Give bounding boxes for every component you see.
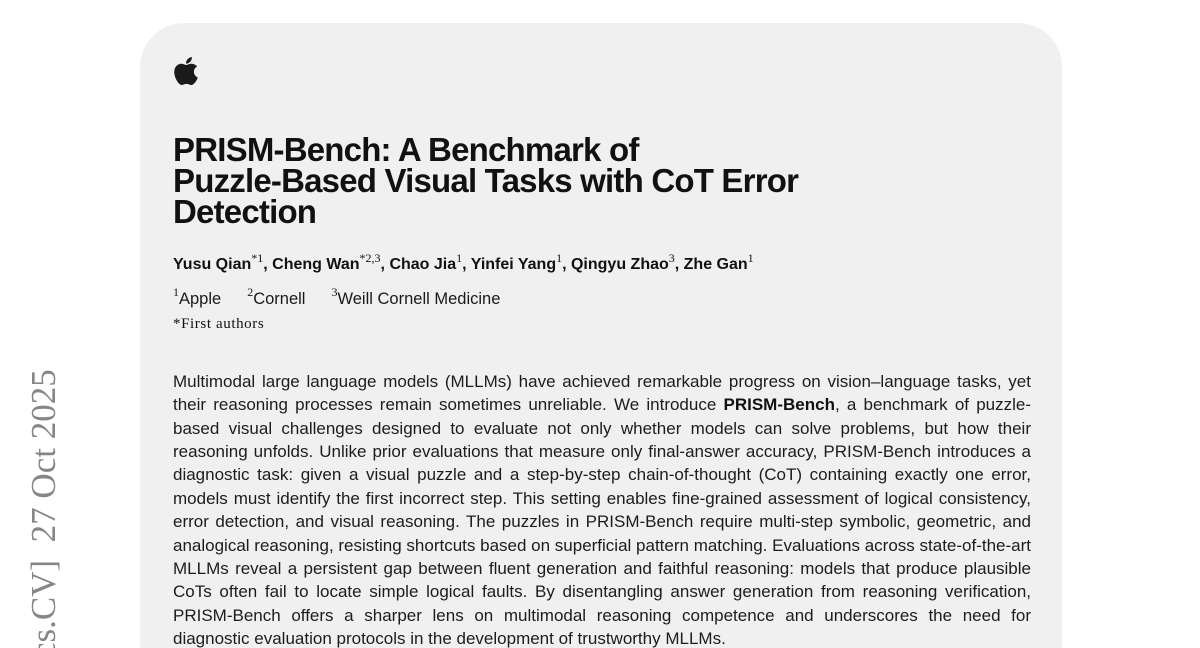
paper-title: PRISM-Bench: A Benchmark of Puzzle-Based… <box>173 131 799 230</box>
paper-card-content: PRISM-Bench: A Benchmark of Puzzle-Based… <box>140 23 1062 648</box>
author-superscript: 1 <box>456 251 463 265</box>
author-superscript: *1 <box>251 251 264 265</box>
abstract-text-after: , a benchmark of puzzle-based visual cha… <box>173 395 1032 648</box>
affiliation: 2Cornell <box>247 285 306 308</box>
affiliations-line: 1Apple 2Cornell 3Weill Cornell Medicine <box>173 285 1030 309</box>
author: Zhe Gan1 <box>683 251 754 274</box>
abstract-bold-benchmark-name: PRISM-Bench <box>723 395 835 415</box>
author: Chao Jia1, <box>389 251 471 274</box>
author-superscript: 3 <box>668 251 675 265</box>
author-superscript: 1 <box>747 251 754 265</box>
affiliation-superscript: 3 <box>331 285 338 300</box>
abstract-paragraph: Multimodal large language models (MLLMs)… <box>173 370 1031 648</box>
arxiv-watermark: cs.CV] 27 Oct 2025 <box>24 369 63 648</box>
author: Yinfei Yang1, <box>470 251 571 274</box>
affiliation: 1Apple <box>173 285 222 308</box>
paper-card: PRISM-Bench: A Benchmark of Puzzle-Based… <box>140 23 1062 648</box>
first-authors-footnote: *First authors <box>173 315 265 332</box>
authors-line: Yusu Qian*1, Cheng Wan*2,3, Chao Jia1, Y… <box>173 251 1030 274</box>
author: Cheng Wan*2,3, <box>272 251 390 274</box>
abstract-text-before: Multimodal large language models (MLLMs)… <box>173 371 1031 415</box>
affiliation-superscript: 2 <box>247 285 254 300</box>
author: Yusu Qian*1, <box>173 251 273 274</box>
author-superscript: 1 <box>556 251 563 265</box>
author: Qingyu Zhao3, <box>570 251 684 274</box>
apple-logo-icon <box>174 57 198 85</box>
affiliation-superscript: 1 <box>173 285 179 300</box>
affiliation: 3Weill Cornell Medicine <box>331 285 501 308</box>
author-superscript: *2,3 <box>359 251 381 265</box>
